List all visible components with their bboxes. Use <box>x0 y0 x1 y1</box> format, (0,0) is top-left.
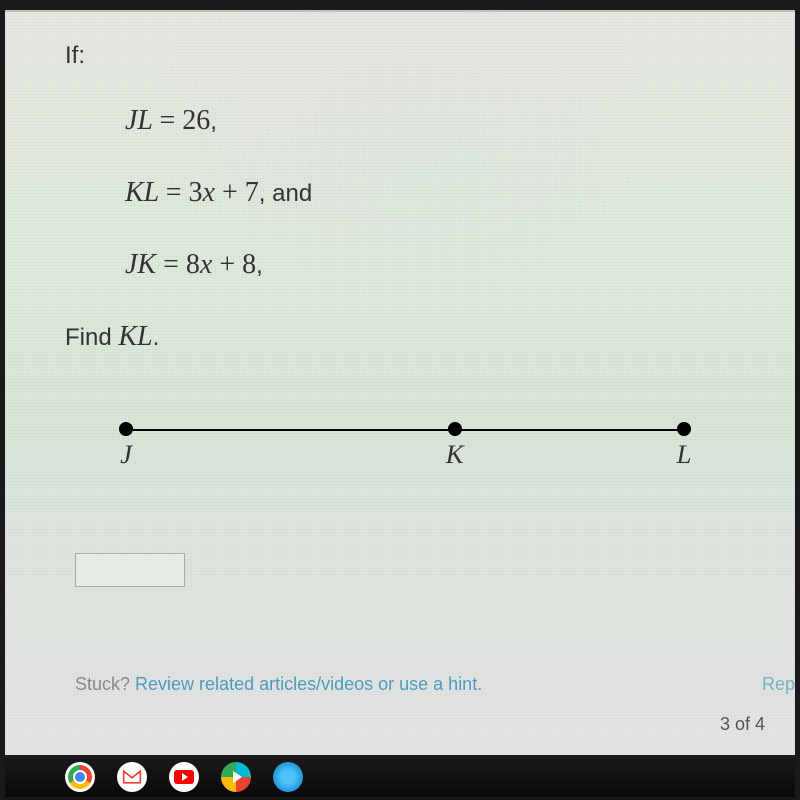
eq2-coef: 3 <box>189 177 203 208</box>
segment-diagram: J K L <box>95 413 715 493</box>
eq2-suffix: and <box>272 180 312 207</box>
eq1-lhs: JL <box>125 105 153 136</box>
stuck-prefix: Stuck? <box>75 674 135 694</box>
play-store-icon[interactable] <box>221 762 251 792</box>
point-label-l: L <box>677 439 692 470</box>
find-word: Find <box>65 324 112 351</box>
eq2-const: 7 <box>245 177 259 208</box>
app-icon[interactable] <box>273 762 303 792</box>
hint-link[interactable]: Review related articles/videos or use a … <box>135 674 482 694</box>
progress-indicator: 3 of 4 <box>720 714 765 735</box>
screen-frame: If: JL = 26, KL = 3x + 7, and JK = 8x + … <box>0 0 800 800</box>
segment-line <box>126 429 684 431</box>
eq1-rhs: 26 <box>182 105 210 136</box>
eq3-coef: 8 <box>186 249 200 280</box>
eq2-lhs: KL <box>125 177 159 208</box>
youtube-icon[interactable] <box>169 762 199 792</box>
eq2-var: x <box>203 177 215 208</box>
gmail-icon[interactable] <box>117 762 147 792</box>
find-target: KL <box>118 321 152 352</box>
point-j <box>119 422 133 436</box>
equation-jl: JL = 26, <box>125 105 745 137</box>
answer-input[interactable] <box>75 553 185 587</box>
eq3-const: 8 <box>242 249 256 280</box>
point-label-j: J <box>120 439 132 470</box>
find-label: Find KL. <box>65 321 745 353</box>
chrome-icon[interactable] <box>65 762 95 792</box>
taskbar <box>5 755 795 797</box>
point-label-k: K <box>446 439 464 470</box>
help-text: Stuck? Review related articles/videos or… <box>75 674 482 695</box>
equation-kl: KL = 3x + 7, and <box>125 177 745 209</box>
right-fragment[interactable]: Rep <box>762 674 795 695</box>
eq3-lhs: JK <box>125 249 156 280</box>
eq3-var: x <box>200 249 212 280</box>
equation-jk: JK = 8x + 8, <box>125 249 745 281</box>
point-l <box>677 422 691 436</box>
if-label: If: <box>65 42 745 70</box>
find-period: . <box>153 324 160 351</box>
problem-panel: If: JL = 26, KL = 3x + 7, and JK = 8x + … <box>5 10 795 755</box>
point-k <box>448 422 462 436</box>
